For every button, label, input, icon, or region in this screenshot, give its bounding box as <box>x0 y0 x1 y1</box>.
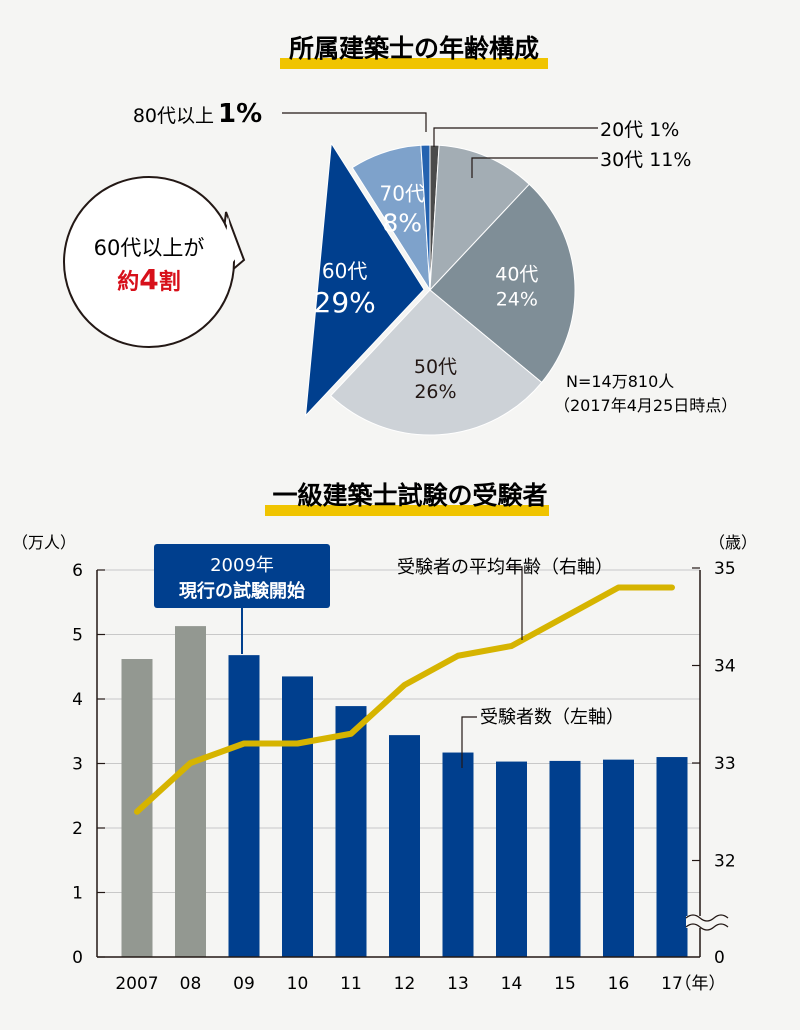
bar-10 <box>282 676 313 957</box>
x-tick-label: 10 <box>287 974 309 994</box>
label-avg-age-line <box>507 566 523 640</box>
left-tick-label: 3 <box>72 755 83 775</box>
bar-09 <box>228 655 260 957</box>
callout-30s-label: 30代 11% <box>600 149 691 171</box>
left-tick-label: 0 <box>72 948 83 968</box>
pie-label-50代: 50代 <box>414 356 457 378</box>
pie-slice-40代 <box>429 183 576 384</box>
x-tick-label: 2007 <box>115 974 158 994</box>
axis-break-mark <box>685 923 729 931</box>
right-tick-label: 34 <box>714 657 736 677</box>
annotation-line1: 2009年 <box>210 555 274 576</box>
bar-title-underline <box>265 505 549 516</box>
bar-12 <box>389 735 420 957</box>
x-tick-label: 16 <box>608 974 630 994</box>
label-avg-age-text: 受験者の平均年齢（右軸） <box>397 557 613 578</box>
bar-17 <box>656 757 688 957</box>
pie-label-60代: 60代 <box>322 259 367 283</box>
pie-note-date: （2017年4月25日時点） <box>554 396 737 415</box>
pie-pct-50代: 26% <box>414 381 456 403</box>
x-tick-label: 09 <box>233 974 255 994</box>
bubble-line2: 約4割 <box>117 263 181 296</box>
left-tick-label: 4 <box>72 690 83 710</box>
axis-break-mark <box>685 914 729 922</box>
pie-slice-80代以上 <box>420 144 431 291</box>
annotation-box <box>154 544 330 608</box>
x-tick-label: 14 <box>501 974 523 994</box>
left-tick-label: 2 <box>72 819 83 839</box>
annotation-2009: 2009年 現行の試験開始 <box>154 544 330 654</box>
bar-title: 一級建築士試験の受験者 <box>272 481 547 510</box>
pie-pct-40代: 24% <box>496 289 538 311</box>
bar-16 <box>603 759 634 957</box>
callout-80s-pct: 1% <box>218 99 262 129</box>
line-series <box>134 584 675 815</box>
x-tick-label: 17 <box>661 974 683 994</box>
bubble-prefix: 約 <box>117 269 139 295</box>
label-avg-age: 受験者の平均年齢（右軸） <box>397 557 613 640</box>
pie-pct-70代: 8% <box>382 209 422 238</box>
pie-pct-60代: 29% <box>314 286 376 319</box>
callout-80s-label: 80代以上 <box>133 105 214 127</box>
bar-11 <box>335 706 367 957</box>
right-tick-label: 35 <box>714 559 736 579</box>
bar-08 <box>175 626 206 957</box>
label-examinees: 受験者数（左軸） <box>461 707 624 768</box>
bubble-number: 4 <box>139 263 158 296</box>
right-axis-unit: （歳） <box>709 533 757 552</box>
x-tick-label: 15 <box>554 974 576 994</box>
callout-80s: 80代以上 1% <box>133 99 427 132</box>
callout-30s-line <box>471 157 598 178</box>
left-tick-label: 6 <box>72 561 83 581</box>
speech-bubble-circle <box>63 176 235 348</box>
bar-15 <box>549 760 581 957</box>
callout-30s: 30代 11% <box>471 149 691 178</box>
speech-bubble: 60代以上が 約4割 <box>63 176 246 348</box>
label-examinees-line <box>461 716 477 768</box>
pie-slice-30代 <box>429 144 530 292</box>
left-axis-unit: （万人） <box>12 533 76 552</box>
pie-chart: 40代 24% 50代 26% 60代 29% 70代 8% <box>304 141 576 436</box>
axis-break-gap <box>686 916 722 928</box>
x-tick-label: 11 <box>340 974 362 994</box>
right-tick-label: 32 <box>714 852 736 872</box>
right-tick-label: 33 <box>714 754 736 774</box>
callout-20s-label: 20代 1% <box>600 119 679 141</box>
bar-14 <box>496 761 527 957</box>
annotation-line2: 現行の試験開始 <box>179 580 305 602</box>
left-tick-label: 1 <box>72 884 83 904</box>
bubble-line1: 60代以上が <box>94 236 205 260</box>
x-tick-label: 08 <box>180 974 202 994</box>
pie-slice-60代 <box>304 141 425 417</box>
pie-slice-50代 <box>330 289 543 436</box>
pie-title: 所属建築士の年齢構成 <box>289 34 539 63</box>
label-examinees-text: 受験者数（左軸） <box>480 707 624 728</box>
left-tick-label: 5 <box>72 626 83 646</box>
callout-80s-line <box>282 112 427 132</box>
x-tick-label: 13 <box>447 974 469 994</box>
x-tick-label: 12 <box>394 974 416 994</box>
callout-20s-line <box>433 127 598 147</box>
bar-series <box>121 626 688 957</box>
pie-title-underline <box>280 58 548 69</box>
x-axis-unit: （年） <box>675 974 726 994</box>
bubble-suffix: 割 <box>159 269 181 295</box>
pie-label-40代: 40代 <box>495 264 538 286</box>
right-zero-label: 0 <box>714 948 725 968</box>
callout-20s: 20代 1% <box>433 119 679 147</box>
pie-note-n: N=14万810人 <box>566 372 674 391</box>
pie-label-70代: 70代 <box>379 182 424 206</box>
bar-13 <box>442 752 474 957</box>
